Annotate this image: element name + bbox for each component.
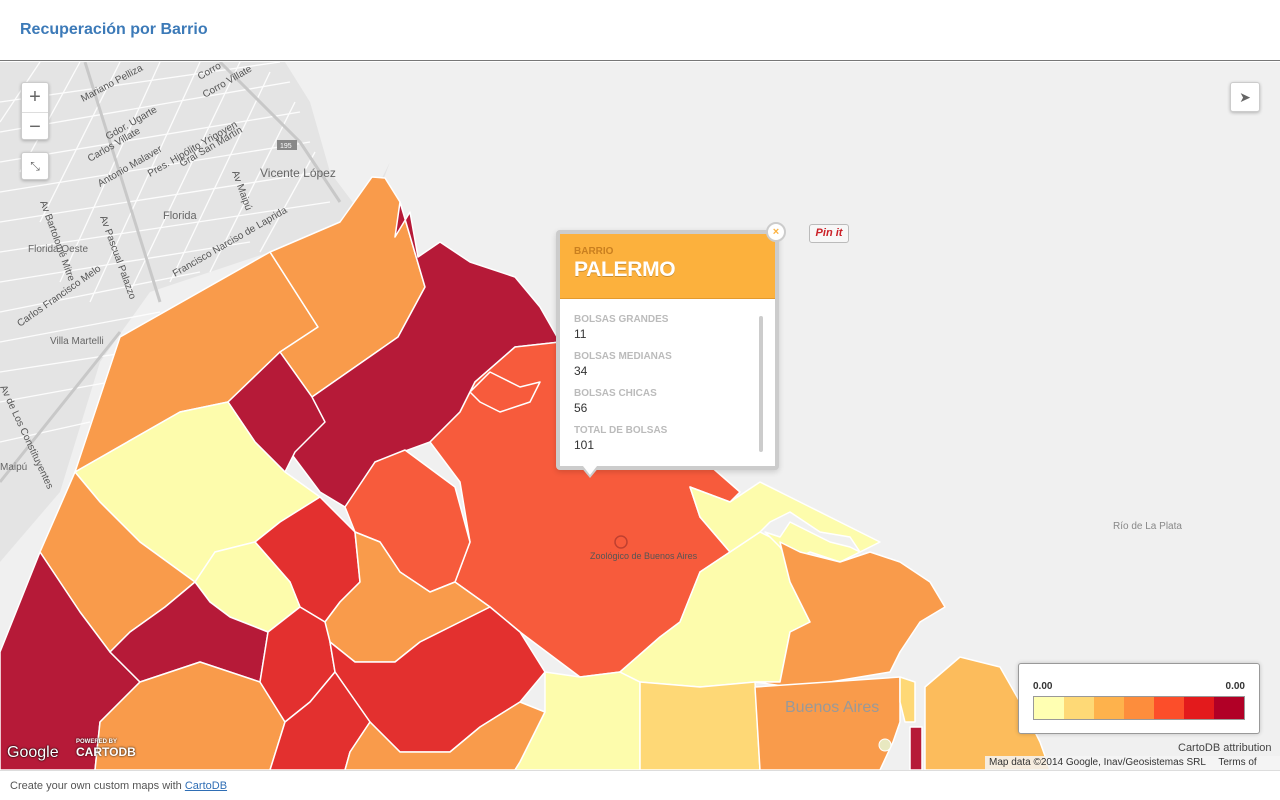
popup-field: BOLSAS MEDIANAS 34 <box>574 351 754 378</box>
legend-swatch <box>1094 697 1124 719</box>
place-label: Vicente López <box>260 166 336 180</box>
place-label: Maipú <box>0 462 27 473</box>
basemap: Mariano Pelliza Corro Corro Villate Gdor… <box>0 62 1280 770</box>
popup-title: PALERMO <box>574 258 676 281</box>
zoom-control: + − <box>21 82 49 140</box>
google-logo[interactable]: Google <box>7 744 59 761</box>
terms-link[interactable]: Terms of Use <box>1218 757 1257 768</box>
cartodb-logo[interactable]: POWERED BY CARTODB <box>76 739 136 759</box>
fullscreen-button[interactable]: ⤡ <box>21 152 49 180</box>
legend-swatch <box>1154 697 1184 719</box>
fullscreen-icon: ⤡ <box>30 159 40 173</box>
header: Recuperación por Barrio <box>0 0 1280 61</box>
popup-field-value: 101 <box>574 438 595 452</box>
legend-swatch <box>1064 697 1094 719</box>
share-button[interactable]: ➤ <box>1230 82 1260 112</box>
footer-label: Create your own custom maps with <box>10 780 185 792</box>
place-label: Florida Oeste <box>28 244 88 255</box>
zoom-out-button[interactable]: − <box>22 112 48 142</box>
pinit-button[interactable]: Pin it <box>809 224 849 243</box>
popup-tip-inner <box>583 466 597 475</box>
cartodb-attribution[interactable]: CartoDB attribution <box>1178 742 1272 754</box>
legend-max: 0.00 <box>1225 681 1245 692</box>
popup-field-label: BARRIO <box>574 246 614 257</box>
popup-field-name: BOLSAS MEDIANAS <box>574 351 672 362</box>
legend-swatch <box>1124 697 1154 719</box>
place-label: Villa Martelli <box>50 336 104 347</box>
legend-swatch <box>1034 697 1064 719</box>
popup-field-name: TOTAL DE BOLSAS <box>574 425 668 436</box>
place-label: Florida <box>163 210 198 222</box>
popup-field: BOLSAS CHICAS 56 <box>574 388 754 415</box>
popup-field: BOLSAS GRANDES 11 <box>574 314 754 341</box>
popup-scrollbar[interactable] <box>759 316 763 452</box>
city-label: Buenos Aires <box>785 699 879 716</box>
legend-min: 0.00 <box>1033 681 1053 692</box>
popup-field: TOTAL DE BOLSAS 101 <box>574 425 754 452</box>
popup-field-value: 34 <box>574 364 588 378</box>
legend-color-bar <box>1033 696 1245 720</box>
legend: 0.00 0.00 <box>1018 663 1260 734</box>
route-label: 195 <box>280 143 292 150</box>
legend-swatch <box>1184 697 1214 719</box>
popup-header: BARRIO PALERMO <box>560 234 775 299</box>
popup-field-name: BOLSAS GRANDES <box>574 314 669 325</box>
popup-body: BOLSAS GRANDES 11 BOLSAS MEDIANAS 34 BOL… <box>574 314 754 462</box>
legend-swatch <box>1214 697 1244 719</box>
poi-label: Zoológico de Buenos Aires <box>590 551 698 561</box>
map[interactable]: Mariano Pelliza Corro Corro Villate Gdor… <box>0 62 1280 770</box>
popup-field-value: 56 <box>574 401 588 415</box>
popup-close-button[interactable]: × <box>766 222 786 242</box>
page-title: Recuperación por Barrio <box>20 21 208 38</box>
cartodb-link[interactable]: CartoDB <box>184 780 228 792</box>
popup-field-value: 11 <box>574 327 587 341</box>
cartodb-label: CARTODB <box>76 745 136 759</box>
share-icon: ➤ <box>1239 89 1251 105</box>
zoom-in-button[interactable]: + <box>29 86 41 108</box>
footer: Create your own custom maps with CartoDB <box>0 770 1280 800</box>
popup-field-name: BOLSAS CHICAS <box>574 388 657 399</box>
powered-by-label: POWERED BY <box>76 739 118 745</box>
footer-text: Create your own custom maps with CartoDB <box>10 780 227 792</box>
map-data-attribution: Map data ©2014 Google, Inav/Geosistemas … <box>985 756 1280 770</box>
map-data-text: Map data ©2014 Google, Inav/Geosistemas … <box>989 757 1206 768</box>
info-popup: BARRIO PALERMO BOLSAS GRANDES 11 BOLSAS … <box>556 222 786 478</box>
water-label: Río de La Plata <box>1113 521 1182 532</box>
